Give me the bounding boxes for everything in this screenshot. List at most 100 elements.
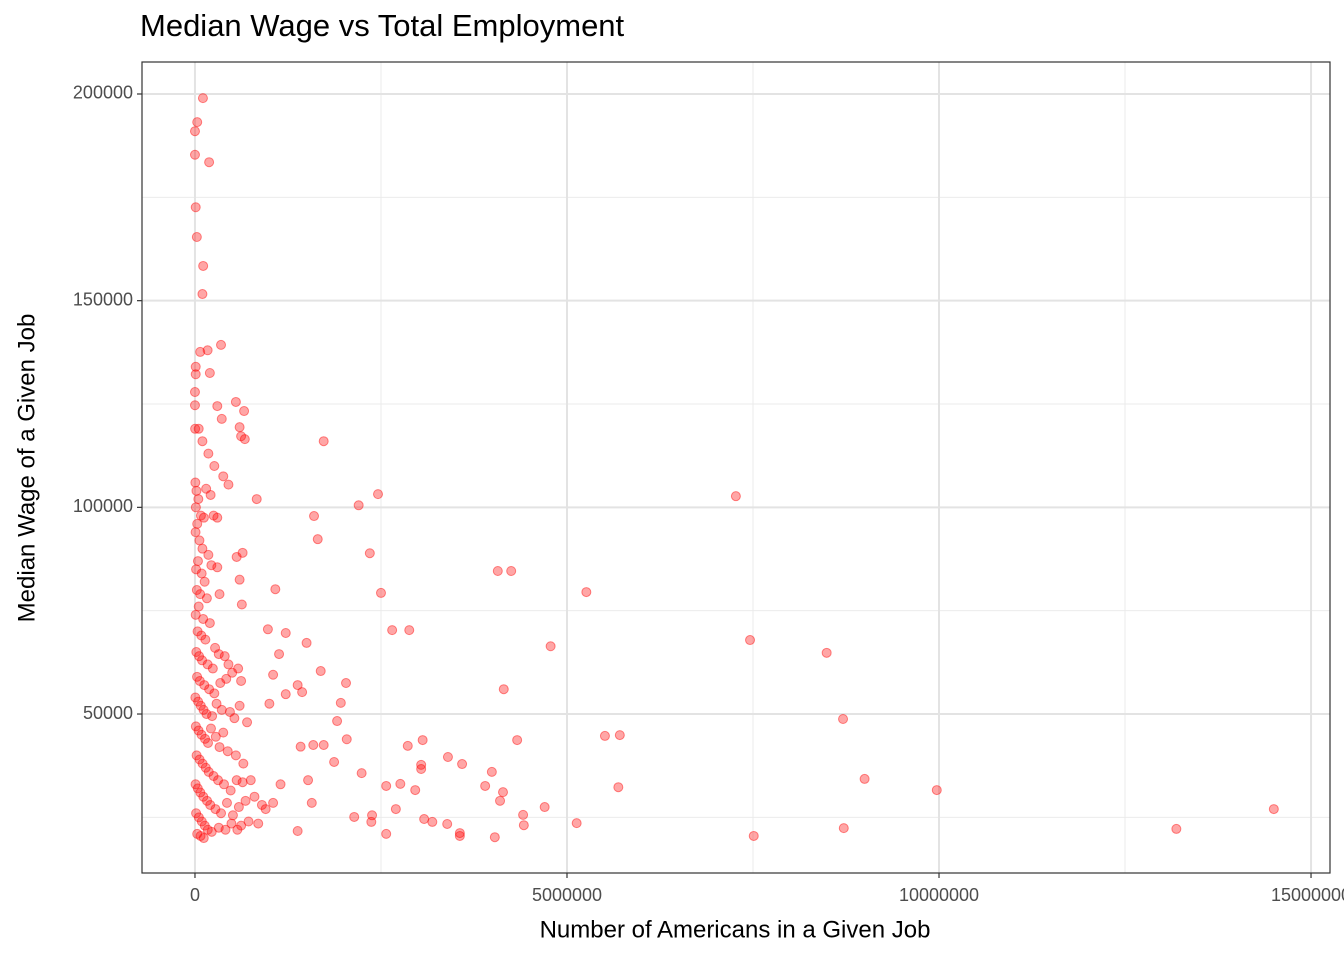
point <box>301 637 312 648</box>
point <box>318 436 329 447</box>
point <box>193 725 204 736</box>
point <box>353 500 364 511</box>
point <box>197 289 208 300</box>
point <box>220 824 231 835</box>
point <box>200 762 211 773</box>
x-tick-label: 0 <box>190 885 200 905</box>
point <box>189 126 200 137</box>
point <box>373 489 384 500</box>
point <box>204 684 215 695</box>
point <box>192 117 203 128</box>
point <box>202 795 213 806</box>
point <box>190 527 201 538</box>
point <box>226 818 237 829</box>
point <box>191 647 202 658</box>
y-tick-label: 100000 <box>73 496 133 516</box>
point <box>219 651 230 662</box>
point <box>194 754 205 765</box>
point <box>748 830 759 841</box>
point <box>205 723 216 734</box>
point <box>210 804 221 815</box>
point <box>486 766 497 777</box>
point <box>193 423 204 434</box>
point <box>206 826 217 837</box>
point <box>205 489 216 500</box>
point <box>498 684 509 695</box>
point <box>229 713 240 724</box>
point <box>216 339 227 350</box>
point <box>419 814 430 825</box>
point <box>416 764 427 775</box>
point <box>297 687 308 698</box>
point <box>200 733 211 744</box>
point <box>191 750 202 761</box>
point <box>581 587 592 598</box>
point <box>218 471 229 482</box>
y-tick-label: 200000 <box>73 83 133 103</box>
point <box>210 642 221 653</box>
point <box>198 613 209 624</box>
y-axis-title: Median Wage of a Given Job <box>13 314 40 623</box>
point <box>268 669 279 680</box>
point <box>203 549 214 560</box>
point <box>203 448 214 459</box>
point <box>838 823 849 834</box>
point <box>454 828 465 839</box>
point <box>518 820 529 831</box>
point <box>194 675 205 686</box>
point <box>404 625 415 636</box>
point <box>197 655 208 666</box>
point <box>193 601 204 612</box>
point <box>192 671 203 682</box>
point <box>416 759 427 770</box>
point <box>512 735 523 746</box>
point <box>195 346 206 357</box>
point <box>197 543 208 554</box>
point <box>202 824 213 835</box>
point <box>498 787 509 798</box>
point <box>210 731 221 742</box>
point <box>191 564 202 575</box>
point <box>194 651 205 662</box>
point <box>198 791 209 802</box>
y-tick-label: 150000 <box>73 289 133 309</box>
point <box>223 659 234 670</box>
point <box>233 663 244 674</box>
point <box>195 830 206 841</box>
point <box>253 818 264 829</box>
point <box>364 548 375 559</box>
point <box>227 810 238 821</box>
point <box>205 799 216 810</box>
point <box>209 688 220 699</box>
point <box>209 461 220 472</box>
point <box>201 709 212 720</box>
point <box>329 756 340 767</box>
point <box>192 556 203 567</box>
point <box>201 593 212 604</box>
point <box>202 345 213 356</box>
point <box>213 775 224 786</box>
point <box>190 423 201 434</box>
point <box>349 811 360 822</box>
point <box>245 775 256 786</box>
point <box>196 568 207 579</box>
point <box>196 729 207 740</box>
point <box>233 802 244 813</box>
point <box>200 634 211 645</box>
point <box>223 479 234 490</box>
point <box>332 716 343 727</box>
x-tick-label: 5000000 <box>532 885 602 905</box>
point <box>215 678 226 689</box>
point <box>218 727 229 738</box>
point <box>239 406 250 417</box>
point <box>442 752 453 763</box>
point <box>506 566 517 577</box>
point <box>190 202 201 213</box>
point <box>204 618 215 629</box>
point <box>191 808 202 819</box>
point <box>303 775 314 786</box>
point <box>216 808 227 819</box>
point <box>231 775 242 786</box>
point <box>207 711 218 722</box>
point <box>224 706 235 717</box>
